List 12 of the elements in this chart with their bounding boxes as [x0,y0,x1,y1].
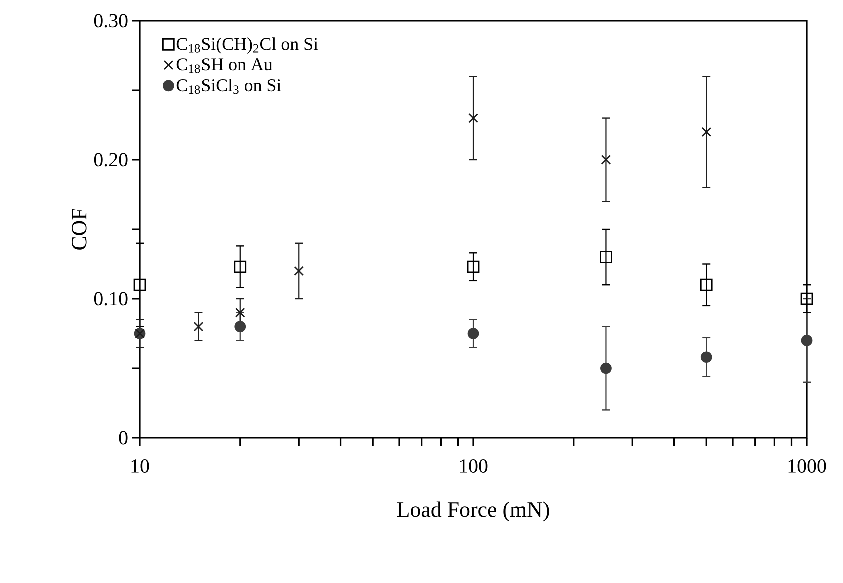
legend-label: C$_{18}$SiCl$_{3}$ on Si [176,78,282,94]
x-tick-label: 100 [460,460,488,473]
y-axis-title: COF [72,208,87,250]
legend-label: C$_{18}$Si(CH)$_{2}$Cl on Si [176,38,318,54]
y-tick-label: 0.20 [94,153,128,167]
x-tick-label: 10 [132,460,150,473]
y-tick-label: 0 [119,431,128,445]
legend-label: C$_{18}$SH on Au [176,58,273,74]
y-tick-label: 0.10 [94,292,128,306]
x-axis-title: Load Force (mN) [397,502,550,522]
y-tick-label: 0.30 [94,14,128,28]
x-tick-label: 1000 [788,460,826,473]
